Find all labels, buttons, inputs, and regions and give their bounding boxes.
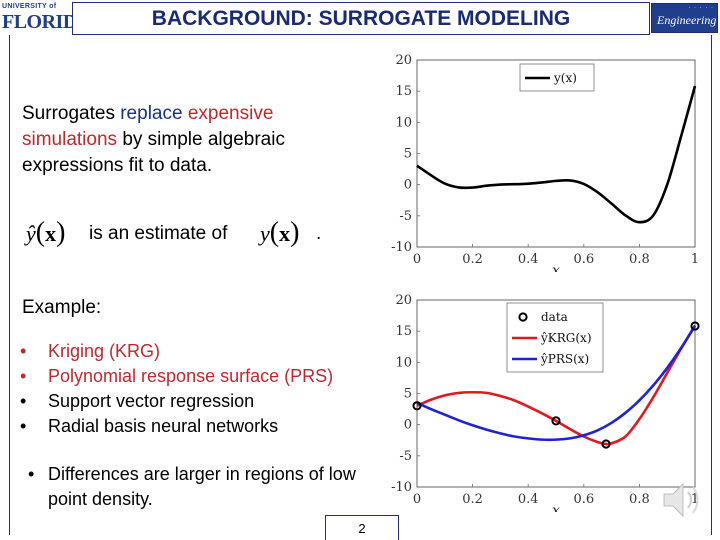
x-tick-label: 0.2: [462, 492, 483, 507]
x-tick-label: 0.8: [629, 492, 650, 507]
y-tick-label: -10: [391, 240, 412, 255]
x-tick-label: 0.6: [573, 492, 594, 507]
yhat-expression: ŷ(x): [26, 217, 66, 248]
x-tick-label: 1: [691, 492, 699, 507]
y-tick-label: 5: [404, 387, 412, 402]
y-tick-label: 5: [404, 147, 412, 162]
yhat-symbol: ŷ: [26, 221, 36, 246]
intro-simulations: simulations: [22, 129, 118, 150]
legend-label: data: [541, 310, 568, 324]
x-tick-label: 0.4: [518, 492, 539, 507]
y-tick-label: -10: [391, 480, 412, 495]
slide-number: 2: [325, 515, 399, 540]
data-point: [690, 321, 700, 331]
legend-label: ŷPRS(x): [540, 352, 589, 366]
university-logo: UNIVERSITY of FLORIDA: [2, 3, 91, 35]
yhat-x: x: [45, 221, 57, 246]
difference-bullet: Differences are larger in regions of low…: [28, 462, 388, 512]
estimate-period: .: [316, 223, 322, 244]
legend-label: ŷKRG(x): [540, 331, 592, 345]
y-tick-label: 0: [404, 418, 412, 433]
x-tick-label: 0: [413, 492, 421, 507]
intro-paragraph: Surrogates replace expensive simulations…: [22, 101, 372, 179]
x-tick-label: 0.6: [573, 252, 594, 267]
x-axis-label: x: [552, 503, 560, 512]
chart-true-function: 20 15 10 5 0 -5 -10 0 0.2 0.4 0.6 0.8 1 x y(x): [385, 50, 710, 272]
chart-surrogates: 20 15 10 5 0 -5 -10 0 0.2 0.4 0.6 0.8 1 x data ŷKRG(x)…: [385, 290, 710, 512]
y-symbol: y: [260, 221, 270, 246]
y-expression: y(x): [260, 217, 300, 248]
y-tick-label: 0: [404, 178, 412, 193]
speaker-icon[interactable]: [660, 478, 710, 522]
list-item-rbnn: Radial basis neural networks: [20, 414, 333, 439]
list-item-krg: Kriging (KRG): [20, 339, 333, 364]
y-tick-label: 15: [395, 84, 412, 99]
x-axis-label: x: [552, 263, 560, 272]
estimate-middle-text: is an estimate of: [89, 223, 228, 244]
list-item-svr: Support vector regression: [20, 389, 333, 414]
data-point: [551, 416, 561, 426]
data-point: [412, 401, 422, 411]
x-tick-label: 0.4: [518, 252, 539, 267]
legend-marker: [518, 312, 528, 322]
example-label: Example:: [22, 297, 102, 318]
data-point: [601, 439, 611, 449]
y-tick-label: 10: [395, 115, 412, 130]
title-box: BACKGROUND: SURROGATE MODELING: [72, 2, 650, 35]
intro-text-6: by simple algebraic expressions fit to d…: [22, 129, 285, 176]
x-tick-label: 0.8: [629, 252, 650, 267]
y-tick-label: -5: [399, 449, 412, 464]
intro-replace: replace: [120, 103, 183, 124]
series-line: [416, 324, 697, 442]
logo-dots: · · · · ·: [688, 5, 714, 11]
y-tick-label: 20: [395, 53, 412, 68]
engineering-logo: · · · · · Engineering: [651, 3, 718, 33]
slide-title: BACKGROUND: SURROGATE MODELING: [151, 7, 571, 30]
series-line: [416, 325, 697, 446]
series-line: [416, 85, 697, 224]
x-tick-label: 1: [691, 252, 699, 267]
y-tick-label: 10: [395, 355, 412, 370]
logo-university-text: UNIVERSITY of: [2, 3, 57, 10]
y-tick-label: -5: [399, 209, 412, 224]
intro-text-1: Surrogates: [22, 103, 121, 124]
y-x: x: [279, 221, 291, 246]
logo-engineering-text: Engineering: [657, 13, 717, 27]
difference-note: Differences are larger in regions of low…: [28, 462, 388, 512]
legend-label: y(x): [553, 71, 577, 85]
x-tick-label: 0: [413, 252, 421, 267]
logo-florida-text: FLORIDA: [2, 11, 91, 33]
intro-expensive: expensive: [187, 103, 274, 124]
x-tick-label: 0.2: [462, 252, 483, 267]
method-list: Kriging (KRG) Polynomial response surfac…: [20, 339, 333, 439]
y-tick-label: 20: [395, 293, 412, 308]
list-item-prs: Polynomial response surface (PRS): [20, 364, 333, 389]
slide-frame: [9, 35, 712, 535]
y-tick-label: 15: [395, 324, 412, 339]
